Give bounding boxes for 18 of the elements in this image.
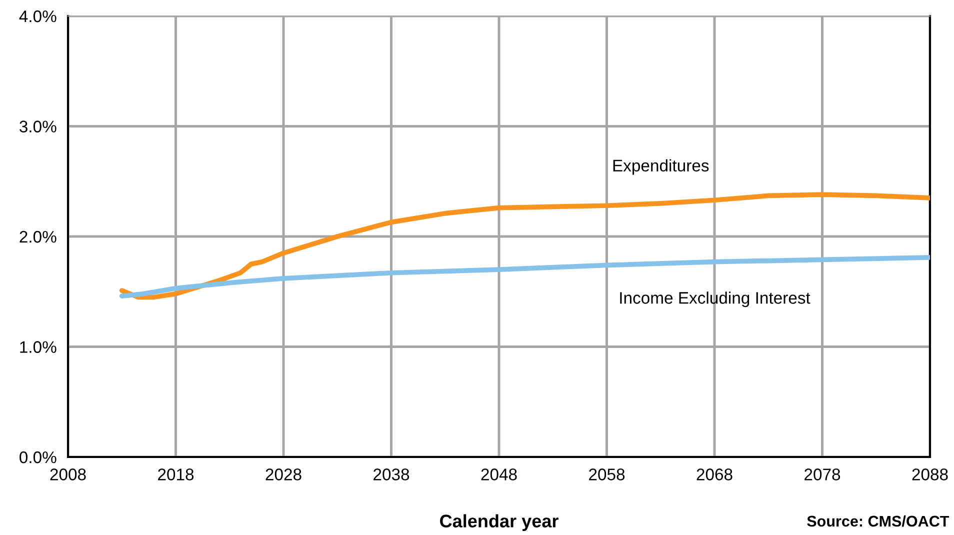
y-tick-label: 0.0% — [20, 451, 56, 464]
x-tick-label: 2058 — [589, 468, 625, 480]
series-label: Expenditures — [613, 159, 709, 175]
series-label: Income Excluding Interest — [620, 292, 810, 308]
x-tick-label: 2018 — [158, 468, 194, 480]
x-tick-label: 2008 — [50, 468, 86, 480]
x-tick-label: 2048 — [481, 468, 517, 480]
y-tick-label: 1.0% — [20, 341, 56, 353]
x-tick-label: 2038 — [374, 468, 410, 480]
y-tick-label: 3.0% — [20, 120, 56, 132]
y-tick-label: 2.0% — [20, 230, 56, 243]
x-tick-label: 2088 — [912, 468, 948, 480]
source-note: Source: CMS/OACT — [807, 515, 950, 527]
x-tick-label: 2078 — [804, 468, 840, 480]
x-tick-label: 2068 — [696, 468, 732, 480]
y-tick-label: 4.0% — [19, 10, 56, 22]
x-axis-title: Calendar year — [440, 514, 558, 532]
x-tick-label: 2028 — [266, 468, 302, 480]
